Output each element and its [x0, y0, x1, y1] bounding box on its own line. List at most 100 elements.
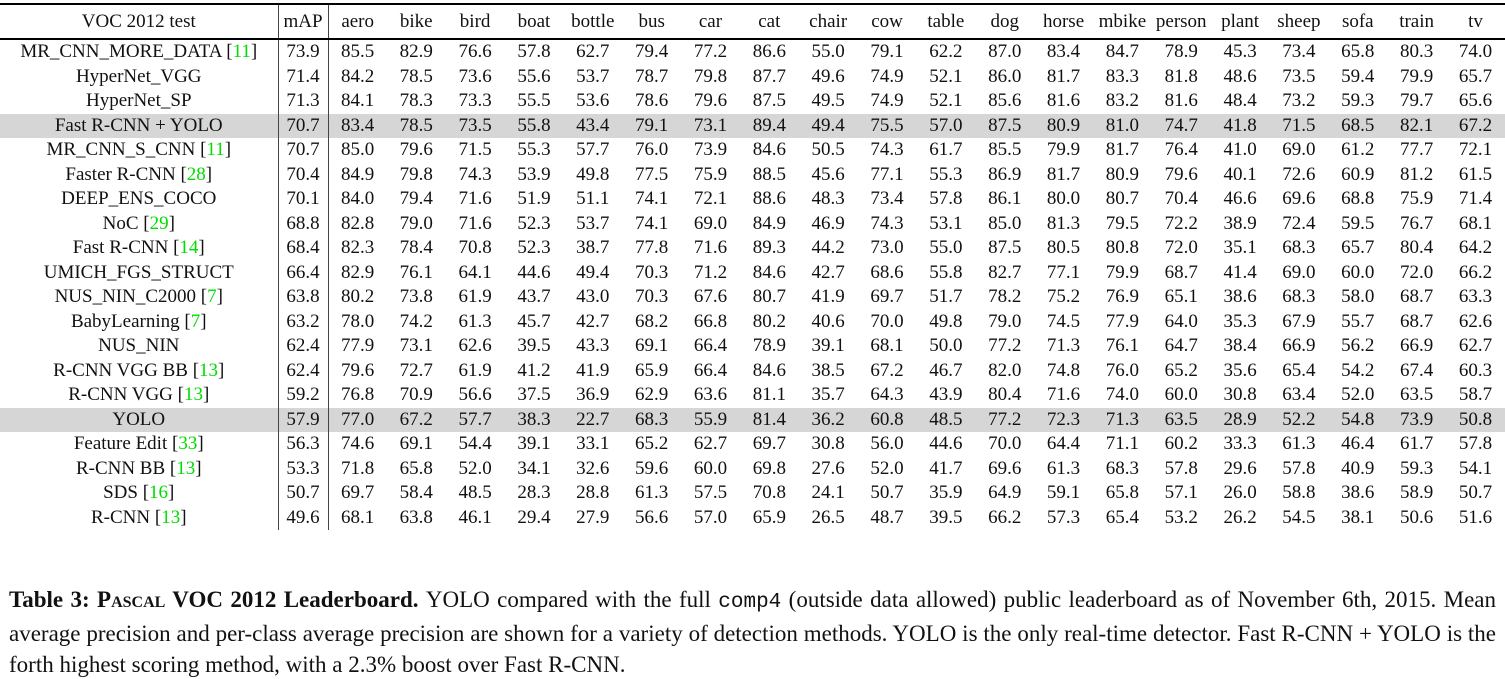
car-value: 73.1	[693, 114, 728, 136]
map-value: 62.4	[277, 358, 329, 383]
train-value: 68.7	[1399, 286, 1434, 307]
horse-value: 81.7	[1046, 65, 1081, 87]
plant-value: 46.6	[1223, 188, 1257, 209]
car-value: 79.8	[693, 65, 728, 87]
column-header-car: car	[681, 4, 740, 40]
cow-value: 74.3	[870, 139, 904, 160]
table-header-row: VOC 2012 test mAP aero bike bird boat bottle bu…	[0, 4, 1505, 40]
train-value: 80.3	[1399, 41, 1434, 62]
cow-value: 79.1	[870, 41, 904, 62]
citation-ref: 29	[149, 212, 169, 234]
cow-value: 73.4	[870, 188, 904, 209]
plant-value: 41.0	[1223, 139, 1257, 160]
column-header-bike: bike	[386, 4, 446, 40]
aero-value: 78.0	[341, 310, 375, 332]
citation-ref: 14	[179, 237, 199, 258]
tv-value: 50.8	[1458, 408, 1493, 430]
tv-value: 51.6	[1458, 506, 1493, 528]
column-header-bus: bus	[622, 4, 682, 40]
plant-value: 35.6	[1223, 359, 1257, 381]
car-value: 66.4	[693, 359, 728, 381]
boat-value: 55.6	[517, 65, 551, 87]
person-value: 81.8	[1164, 65, 1198, 87]
bike-value: 70.9	[399, 384, 433, 405]
mbike-value: 81.0	[1105, 114, 1140, 136]
aero-value: 85.0	[341, 139, 375, 160]
person-value: 60.2	[1164, 433, 1198, 454]
car-value: 73.9	[693, 139, 728, 160]
method-cell: YOLO	[0, 408, 278, 433]
cow-value: 52.0	[870, 457, 904, 479]
person-value: 74.7	[1164, 114, 1198, 136]
column-header-cat: cat	[739, 4, 799, 40]
citation-ref: 13	[199, 359, 219, 381]
bottle-value: 42.7	[576, 310, 610, 332]
boat-value: 44.6	[517, 261, 551, 283]
boat-value: 29.4	[517, 506, 551, 528]
table-value: 52.1	[929, 90, 963, 111]
mbike-value: 83.3	[1105, 65, 1140, 87]
bottle-value: 32.6	[576, 457, 610, 479]
bottle-value: 49.8	[576, 163, 610, 185]
sofa-value: 55.7	[1341, 310, 1375, 332]
map-value: 49.6	[277, 505, 329, 530]
aero-value: 84.0	[341, 188, 375, 209]
dog-value: 82.7	[988, 261, 1022, 283]
aero-value: 83.4	[341, 114, 375, 136]
boat-value: 55.8	[517, 114, 551, 136]
table-value: 46.7	[929, 359, 963, 381]
citation-ref: 13	[176, 457, 196, 479]
cat-value: 80.2	[752, 310, 786, 332]
bus-value: 65.9	[635, 359, 669, 381]
boat-value: 39.5	[517, 335, 551, 356]
person-value: 70.4	[1164, 188, 1198, 209]
cat-value: 69.8	[752, 457, 786, 479]
method-name: BabyLearning	[70, 310, 180, 332]
bus-value: 77.8	[635, 237, 669, 258]
sheep-value: 66.9	[1282, 335, 1316, 356]
bottle-value: 36.9	[576, 384, 610, 405]
boat-value: 45.7	[517, 310, 551, 332]
bird-value: 61.3	[458, 310, 492, 332]
cow-value: 64.3	[870, 384, 904, 405]
car-value: 57.5	[693, 482, 728, 503]
tv-value: 64.2	[1458, 237, 1493, 258]
aero-value: 69.7	[341, 482, 375, 503]
table-row-feature-edit: Feature Edit [33] 56.3 74.6 69.1 54.4 39.1 33.…	[0, 432, 1505, 457]
horse-value: 72.3	[1046, 408, 1081, 430]
bus-value: 69.1	[635, 335, 669, 356]
car-value: 79.6	[693, 90, 728, 111]
citation-ref: 33	[178, 433, 198, 454]
car-value: 63.6	[693, 384, 728, 405]
dog-value: 77.2	[988, 335, 1022, 356]
mbike-value: 74.0	[1105, 384, 1140, 405]
tv-value: 50.7	[1458, 482, 1493, 503]
mbike-value: 84.7	[1105, 41, 1140, 62]
tv-value: 66.2	[1458, 261, 1493, 283]
bus-value: 77.5	[635, 163, 669, 185]
bike-value: 78.4	[399, 237, 433, 258]
train-value: 63.5	[1399, 384, 1434, 405]
sofa-value: 54.2	[1341, 359, 1375, 381]
horse-value: 81.3	[1046, 212, 1081, 234]
sheep-value: 63.4	[1282, 384, 1316, 405]
bird-value: 52.0	[458, 457, 492, 479]
table-row-nus-nin: NUS_NIN 62.4 77.9 73.1 62.6 39.5 43.3 69.1 66.4 7…	[0, 334, 1505, 359]
column-header-horse: horse	[1034, 4, 1093, 40]
tv-value: 54.1	[1458, 457, 1493, 479]
sofa-value: 40.9	[1341, 457, 1375, 479]
bottle-value: 28.8	[576, 482, 610, 503]
method-name: Fast R-CNN + YOLO	[54, 114, 223, 136]
boat-value: 38.3	[517, 408, 551, 430]
train-value: 66.9	[1399, 335, 1434, 356]
boat-value: 52.3	[517, 212, 551, 234]
table-value: 53.1	[929, 212, 963, 234]
mbike-value: 79.5	[1105, 212, 1140, 234]
chair-value: 24.1	[811, 482, 845, 503]
method-name: Feature Edit	[73, 433, 168, 454]
train-value: 80.4	[1399, 237, 1434, 258]
person-value: 63.5	[1164, 408, 1198, 430]
sheep-value: 72.4	[1282, 212, 1316, 234]
car-value: 60.0	[693, 457, 728, 479]
bird-value: 70.8	[458, 237, 492, 258]
